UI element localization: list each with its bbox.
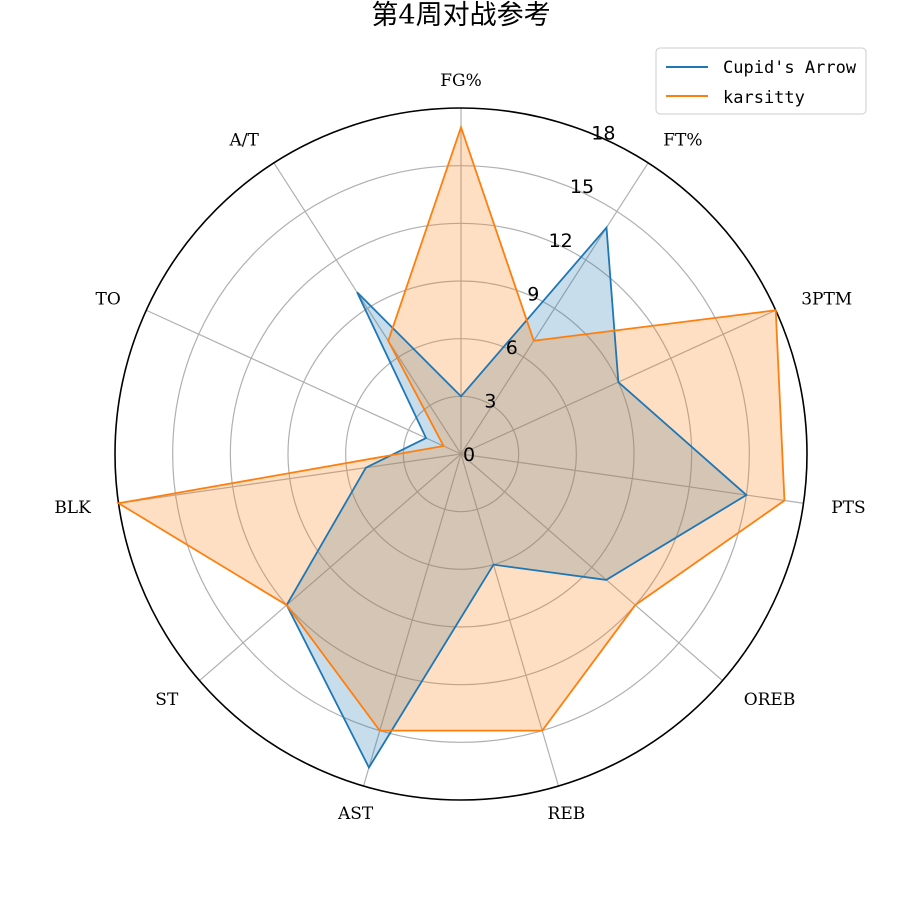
radial-tick-label-6: 18: [591, 123, 615, 145]
series-line-1: [116, 124, 786, 732]
axis-labels: FG% FT% 3PTM PTS OREB REB AST ST BLK TO A/T 0 3 6 9 12 1…: [54, 71, 865, 824]
category-label-9: TO: [96, 290, 121, 310]
category-label-5: REB: [548, 804, 586, 824]
chart-title: 第4周对战参考: [371, 0, 550, 31]
radial-tick-label-4: 12: [549, 230, 573, 252]
category-label-7: ST: [155, 690, 179, 710]
spoke-9: [146, 309, 462, 455]
category-label-2: 3PTM: [801, 290, 852, 310]
legend: Cupid's Arrow karsitty: [655, 47, 867, 115]
radial-tick-label-3: 9: [527, 283, 539, 305]
series-fill-0: [286, 227, 747, 768]
category-label-1: FT%: [663, 130, 702, 150]
spoke-7: [199, 453, 462, 682]
spoke-8: [118, 453, 462, 504]
category-label-0: FG%: [440, 71, 482, 91]
outer-frame: [114, 107, 808, 801]
radial-tick-label-1: 3: [484, 390, 496, 412]
spoke-4: [460, 453, 723, 682]
spoke-10: [273, 162, 462, 455]
category-label-8: BLK: [54, 498, 91, 518]
legend-frame: [655, 47, 867, 115]
legend-label-cupids-arrow: Cupid's Arrow: [723, 58, 857, 78]
category-label-3: PTS: [831, 498, 865, 518]
category-label-6: AST: [337, 804, 374, 824]
legend-label-karsitty: karsitty: [723, 88, 805, 108]
radial-tick-label-5: 15: [570, 176, 594, 198]
series-fill-1: [118, 127, 785, 731]
category-label-4: OREB: [744, 690, 796, 710]
spoke-1: [460, 162, 649, 455]
radial-tick-label-2: 6: [506, 337, 518, 359]
category-label-10: A/T: [228, 130, 259, 150]
radial-tick-label-0: 0: [463, 444, 475, 466]
series-layer: [116, 124, 786, 770]
series-line-0: [285, 225, 748, 770]
